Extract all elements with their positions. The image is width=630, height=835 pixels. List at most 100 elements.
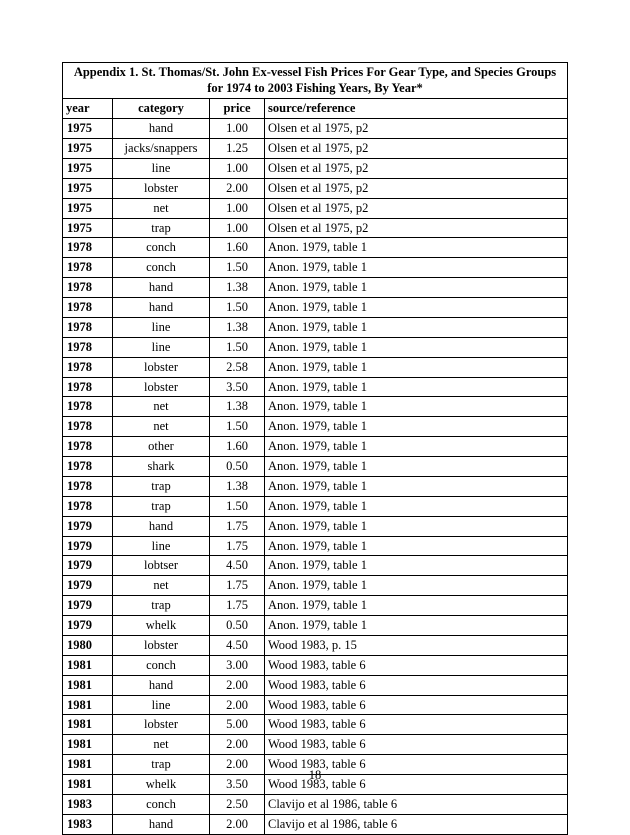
cell-source: Anon. 1979, table 1 (265, 476, 568, 496)
cell-source: Anon. 1979, table 1 (265, 616, 568, 636)
cell-price: 1.25 (210, 139, 265, 159)
col-header-year: year (63, 99, 113, 119)
cell-year: 1981 (63, 715, 113, 735)
cell-price: 0.50 (210, 616, 265, 636)
cell-price: 2.00 (210, 814, 265, 834)
cell-price: 5.00 (210, 715, 265, 735)
cell-price: 1.38 (210, 317, 265, 337)
cell-source: Anon. 1979, table 1 (265, 278, 568, 298)
cell-category: whelk (113, 616, 210, 636)
cell-source: Anon. 1979, table 1 (265, 496, 568, 516)
table-header-row: year category price source/reference (63, 99, 568, 119)
cell-category: net (113, 576, 210, 596)
cell-year: 1975 (63, 119, 113, 139)
cell-source: Olsen et al 1975, p2 (265, 198, 568, 218)
cell-category: line (113, 695, 210, 715)
table-row: 1979hand1.75Anon. 1979, table 1 (63, 516, 568, 536)
cell-price: 1.38 (210, 476, 265, 496)
cell-year: 1975 (63, 218, 113, 238)
cell-price: 2.00 (210, 675, 265, 695)
cell-year: 1978 (63, 377, 113, 397)
table-title-line2: for 1974 to 2003 Fishing Years, By Year* (207, 81, 423, 95)
cell-category: hand (113, 119, 210, 139)
cell-category: trap (113, 596, 210, 616)
cell-source: Olsen et al 1975, p2 (265, 158, 568, 178)
cell-source: Wood 1983, p. 15 (265, 635, 568, 655)
cell-source: Anon. 1979, table 1 (265, 516, 568, 536)
cell-price: 1.50 (210, 337, 265, 357)
cell-price: 2.00 (210, 695, 265, 715)
cell-category: lobster (113, 178, 210, 198)
cell-year: 1978 (63, 357, 113, 377)
table-row: 1975lobster2.00Olsen et al 1975, p2 (63, 178, 568, 198)
cell-category: line (113, 536, 210, 556)
cell-year: 1979 (63, 556, 113, 576)
cell-category: hand (113, 298, 210, 318)
cell-year: 1978 (63, 258, 113, 278)
table-row: 1975trap1.00Olsen et al 1975, p2 (63, 218, 568, 238)
cell-price: 1.60 (210, 437, 265, 457)
cell-price: 1.75 (210, 536, 265, 556)
table-row: 1978lobster3.50Anon. 1979, table 1 (63, 377, 568, 397)
cell-year: 1979 (63, 516, 113, 536)
table-row: 1978line1.38Anon. 1979, table 1 (63, 317, 568, 337)
table-title-line1: Appendix 1. St. Thomas/St. John Ex-vesse… (74, 65, 556, 79)
table-row: 1980lobster4.50Wood 1983, p. 15 (63, 635, 568, 655)
cell-source: Anon. 1979, table 1 (265, 317, 568, 337)
cell-category: hand (113, 278, 210, 298)
cell-price: 1.60 (210, 238, 265, 258)
table-row: 1978line1.50Anon. 1979, table 1 (63, 337, 568, 357)
table-row: 1978trap1.38Anon. 1979, table 1 (63, 476, 568, 496)
table-row: 1981conch3.00Wood 1983, table 6 (63, 655, 568, 675)
cell-price: 1.75 (210, 576, 265, 596)
cell-source: Anon. 1979, table 1 (265, 576, 568, 596)
cell-year: 1978 (63, 337, 113, 357)
col-header-price: price (210, 99, 265, 119)
table-row: 1983conch2.50Clavijo et al 1986, table 6 (63, 794, 568, 814)
cell-source: Wood 1983, table 6 (265, 735, 568, 755)
cell-source: Anon. 1979, table 1 (265, 258, 568, 278)
table-row: 1978hand1.50Anon. 1979, table 1 (63, 298, 568, 318)
cell-category: lobster (113, 357, 210, 377)
table-row: 1978conch1.60Anon. 1979, table 1 (63, 238, 568, 258)
cell-year: 1975 (63, 139, 113, 159)
cell-source: Anon. 1979, table 1 (265, 556, 568, 576)
cell-price: 1.50 (210, 298, 265, 318)
cell-source: Anon. 1979, table 1 (265, 417, 568, 437)
cell-category: jacks/snappers (113, 139, 210, 159)
cell-price: 1.75 (210, 516, 265, 536)
cell-price: 2.00 (210, 735, 265, 755)
cell-year: 1983 (63, 794, 113, 814)
cell-category: lobtser (113, 556, 210, 576)
cell-source: Anon. 1979, table 1 (265, 596, 568, 616)
cell-category: conch (113, 258, 210, 278)
cell-source: Wood 1983, table 6 (265, 715, 568, 735)
cell-price: 1.38 (210, 397, 265, 417)
table-row: 1978other1.60Anon. 1979, table 1 (63, 437, 568, 457)
cell-price: 1.00 (210, 198, 265, 218)
cell-price: 1.75 (210, 596, 265, 616)
cell-category: conch (113, 655, 210, 675)
cell-year: 1978 (63, 298, 113, 318)
cell-category: conch (113, 794, 210, 814)
cell-price: 3.00 (210, 655, 265, 675)
cell-year: 1978 (63, 317, 113, 337)
table-row: 1978conch1.50Anon. 1979, table 1 (63, 258, 568, 278)
col-header-source: source/reference (265, 99, 568, 119)
cell-source: Anon. 1979, table 1 (265, 298, 568, 318)
table-row: 1978net1.50Anon. 1979, table 1 (63, 417, 568, 437)
cell-price: 1.00 (210, 158, 265, 178)
cell-year: 1979 (63, 596, 113, 616)
cell-price: 1.00 (210, 119, 265, 139)
cell-price: 2.50 (210, 794, 265, 814)
table-row: 1983hand2.00Clavijo et al 1986, table 6 (63, 814, 568, 834)
cell-category: net (113, 735, 210, 755)
cell-year: 1975 (63, 158, 113, 178)
table-row: 1981hand2.00Wood 1983, table 6 (63, 675, 568, 695)
cell-category: net (113, 417, 210, 437)
cell-source: Anon. 1979, table 1 (265, 397, 568, 417)
cell-category: net (113, 198, 210, 218)
cell-category: hand (113, 516, 210, 536)
table-title-row: Appendix 1. St. Thomas/St. John Ex-vesse… (63, 63, 568, 99)
cell-category: hand (113, 675, 210, 695)
